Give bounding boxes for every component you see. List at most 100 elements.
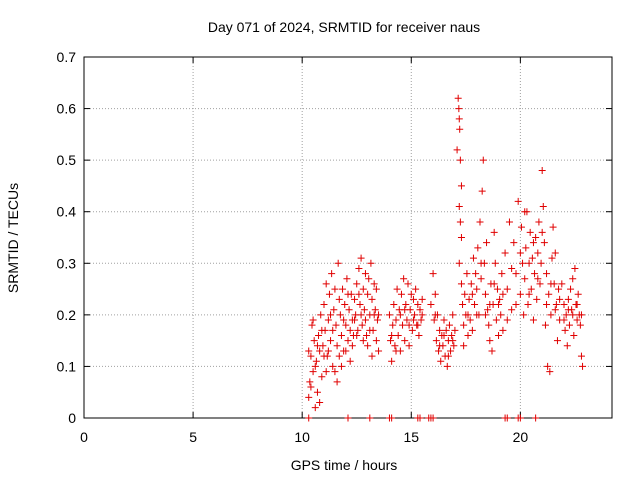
data-point: [305, 393, 313, 401]
x-tick-label: 20: [513, 429, 529, 445]
data-point: [535, 218, 543, 226]
data-point: [445, 321, 453, 329]
data-point: [328, 270, 336, 278]
data-point: [399, 321, 407, 329]
data-point: [414, 321, 422, 329]
data-point: [514, 197, 522, 205]
data-point: [468, 326, 476, 334]
data-point: [440, 331, 448, 339]
data-point: [344, 337, 352, 345]
data-point: [431, 311, 439, 319]
data-point: [558, 280, 566, 288]
data-point: [311, 362, 319, 370]
data-point: [485, 321, 493, 329]
data-point: [307, 383, 315, 391]
data-point: [505, 218, 513, 226]
data-point: [320, 301, 328, 309]
data-point: [430, 316, 438, 324]
y-tick-label: 0.4: [57, 204, 77, 220]
data-point: [547, 311, 555, 319]
data-point: [495, 301, 503, 309]
data-point: [324, 316, 332, 324]
x-tick-label: 10: [294, 429, 310, 445]
data-point: [508, 306, 516, 314]
data-point: [543, 301, 551, 309]
data-point: [345, 306, 353, 314]
data-point: [560, 301, 568, 309]
x-tick-label: 5: [189, 429, 197, 445]
data-point: [357, 254, 365, 262]
data-point: [372, 285, 380, 293]
data-point: [306, 378, 314, 386]
data-point: [358, 321, 366, 329]
data-point: [363, 331, 371, 339]
data-point: [368, 295, 376, 303]
data-point: [563, 342, 571, 350]
data-point: [361, 270, 369, 278]
data-point: [484, 306, 492, 314]
data-point: [327, 337, 335, 345]
data-point: [561, 326, 569, 334]
data-point: [373, 316, 381, 324]
data-point: [418, 295, 426, 303]
data-point: [393, 285, 401, 293]
data-point: [346, 326, 354, 334]
data-point: [366, 414, 374, 422]
data-point: [472, 270, 480, 278]
data-point: [457, 280, 465, 288]
y-tick-label: 0.6: [57, 101, 77, 117]
data-point: [577, 352, 585, 360]
data-point: [466, 316, 474, 324]
data-point: [333, 378, 341, 386]
data-point: [541, 321, 549, 329]
data-point: [370, 280, 378, 288]
y-axis: 0 0.1 0.2 0.3 0.4 0.5 0.6 0.7: [57, 49, 612, 426]
data-point: [528, 254, 536, 262]
data-point: [344, 290, 352, 298]
data-point: [492, 316, 500, 324]
data-point: [508, 264, 516, 272]
data-point: [490, 228, 498, 236]
data-point: [546, 368, 554, 376]
data-point: [456, 218, 464, 226]
data-point: [534, 249, 542, 257]
data-point: [457, 182, 465, 190]
y-tick-label: 0.7: [57, 49, 77, 65]
data-point: [342, 321, 350, 329]
data-point: [401, 337, 409, 345]
data-point: [327, 311, 335, 319]
data-point: [463, 270, 471, 278]
data-point: [322, 280, 330, 288]
data-point: [565, 321, 573, 329]
data-point: [525, 290, 533, 298]
data-point: [449, 337, 457, 345]
data-point: [562, 311, 570, 319]
data-point: [556, 295, 564, 303]
data-point: [360, 306, 368, 314]
data-point: [456, 156, 464, 164]
data-point: [569, 275, 577, 283]
data-point: [483, 239, 491, 247]
data-point: [414, 301, 422, 309]
data-point: [473, 285, 481, 293]
data-point: [309, 368, 317, 376]
data-point: [495, 331, 503, 339]
data-point: [322, 368, 330, 376]
data-point: [400, 275, 408, 283]
data-point: [411, 311, 419, 319]
data-point: [316, 399, 324, 407]
data-point: [336, 311, 344, 319]
data-point: [552, 301, 560, 309]
data-point: [473, 311, 481, 319]
data-point: [407, 290, 415, 298]
data-point: [315, 331, 323, 339]
data-point: [415, 331, 423, 339]
data-point: [503, 414, 511, 422]
data-point: [313, 388, 321, 396]
data-point: [404, 280, 412, 288]
data-point: [486, 301, 494, 309]
data-point: [366, 326, 374, 334]
data-point: [548, 254, 556, 262]
data-point: [539, 203, 547, 211]
data-point: [469, 254, 477, 262]
